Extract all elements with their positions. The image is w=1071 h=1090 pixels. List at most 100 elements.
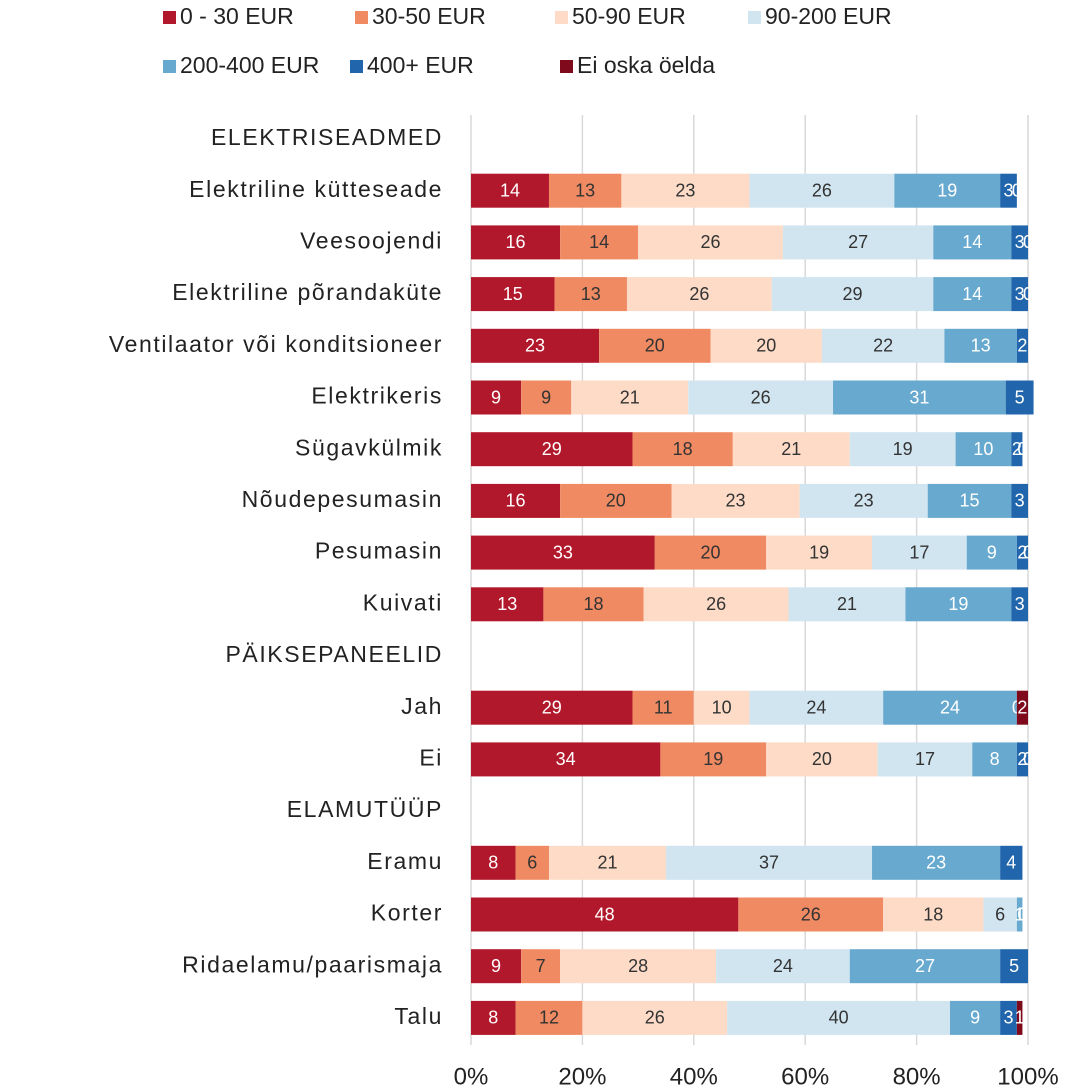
- data-label: 20: [645, 336, 665, 356]
- data-label: 48: [595, 904, 615, 924]
- bar-segment: [905, 587, 1012, 622]
- data-label: 2: [1017, 542, 1027, 562]
- bar-segment: [883, 897, 984, 932]
- bar-segment: [1016, 690, 1028, 725]
- category-label: Veesoojendi: [300, 227, 443, 253]
- data-label: 14: [589, 232, 609, 252]
- data-label: 9: [987, 542, 997, 562]
- bar-segment: [738, 897, 884, 932]
- data-label: 1: [1015, 1008, 1025, 1028]
- bar-segment: [1011, 587, 1028, 622]
- data-label: 13: [575, 180, 595, 200]
- data-label: 9: [970, 1008, 980, 1028]
- data-label: 1: [1015, 904, 1025, 924]
- data-label: 17: [915, 749, 935, 769]
- data-label: 26: [645, 1008, 665, 1028]
- data-label: 0: [1023, 232, 1033, 252]
- legend-swatch: [350, 60, 363, 73]
- bar-segment: [933, 225, 1012, 260]
- data-label: 37: [759, 853, 779, 873]
- category-label: ELAMUTÜÜP: [287, 796, 443, 822]
- data-label: 2: [1017, 749, 1027, 769]
- data-label: 20: [700, 542, 720, 562]
- bar-segment: [621, 173, 750, 208]
- bar-segment: [927, 483, 1012, 518]
- data-label: 13: [581, 284, 601, 304]
- data-label: 4: [1006, 853, 1016, 873]
- data-label: 23: [926, 853, 946, 873]
- bar-segment: [1011, 277, 1028, 312]
- legend-label: 400+ EUR: [367, 52, 474, 78]
- bar-segment: [732, 432, 850, 467]
- data-label: 24: [773, 956, 793, 976]
- x-tick-label: 100%: [997, 1063, 1058, 1090]
- data-label: 27: [915, 956, 935, 976]
- bar-segment: [599, 328, 711, 363]
- bar-segment: [849, 949, 1001, 984]
- bar-segment: [1016, 897, 1023, 932]
- data-label: 2: [1012, 439, 1022, 459]
- data-label: 26: [801, 904, 821, 924]
- bar-segment: [877, 742, 973, 777]
- bar-segment: [688, 380, 834, 415]
- category-label: Eramu: [367, 848, 443, 874]
- legend-swatch: [163, 60, 176, 73]
- data-label: 3: [1015, 594, 1025, 614]
- bar-segment: [548, 845, 666, 880]
- bar-segment: [749, 173, 895, 208]
- data-label: 7: [536, 956, 546, 976]
- bar-segment: [654, 535, 767, 570]
- data-label: 14: [962, 232, 982, 252]
- bar-segment: [799, 483, 928, 518]
- bar-segment: [894, 173, 1001, 208]
- data-label: 13: [497, 594, 517, 614]
- category-label: Ei: [419, 744, 443, 770]
- bar-segment: [543, 587, 644, 622]
- data-label: 20: [756, 336, 776, 356]
- data-label: 26: [812, 180, 832, 200]
- legend-label: Ei oska öelda: [577, 52, 715, 78]
- data-label: 24: [806, 697, 826, 717]
- bar-segment: [521, 380, 572, 415]
- data-label: 19: [937, 180, 957, 200]
- category-label: Elektriline põrandaküte: [172, 279, 443, 305]
- bar-segment: [693, 690, 750, 725]
- bar-segment: [560, 225, 639, 260]
- x-tick-label: 40%: [670, 1063, 718, 1090]
- data-label: 16: [506, 232, 526, 252]
- data-label: 23: [675, 180, 695, 200]
- data-label: 28: [628, 956, 648, 976]
- data-label: 23: [726, 491, 746, 511]
- data-label: 10: [712, 697, 732, 717]
- data-label: 15: [503, 284, 523, 304]
- bar-segment: [471, 277, 555, 312]
- data-label: 29: [843, 284, 863, 304]
- bar-segment: [766, 535, 873, 570]
- bar-segment: [955, 432, 1012, 467]
- bar-segment: [471, 328, 600, 363]
- data-label: 21: [837, 594, 857, 614]
- bar-segment: [727, 1000, 951, 1035]
- bar-segment: [716, 949, 850, 984]
- bar-segment: [471, 949, 522, 984]
- data-label: 2: [1017, 697, 1027, 717]
- bar-segment: [471, 535, 655, 570]
- bar-segment: [560, 483, 672, 518]
- data-label: 0: [1023, 542, 1033, 562]
- data-label: 19: [948, 594, 968, 614]
- bar-segment: [1011, 432, 1023, 467]
- category-label: ELEKTRISEADMED: [211, 124, 443, 150]
- bar-segment: [471, 897, 739, 932]
- data-label: 12: [539, 1008, 559, 1028]
- data-label: 13: [971, 336, 991, 356]
- category-label: Pesumasin: [315, 538, 443, 564]
- bar-segment: [554, 277, 627, 312]
- bar-segment: [1011, 483, 1028, 518]
- data-label: 18: [584, 594, 604, 614]
- data-label: 3: [1003, 1008, 1013, 1028]
- data-label: 3: [1015, 491, 1025, 511]
- data-label: 21: [781, 439, 801, 459]
- bar-segment: [638, 225, 783, 260]
- bar-segment: [571, 380, 689, 415]
- data-label: 26: [689, 284, 709, 304]
